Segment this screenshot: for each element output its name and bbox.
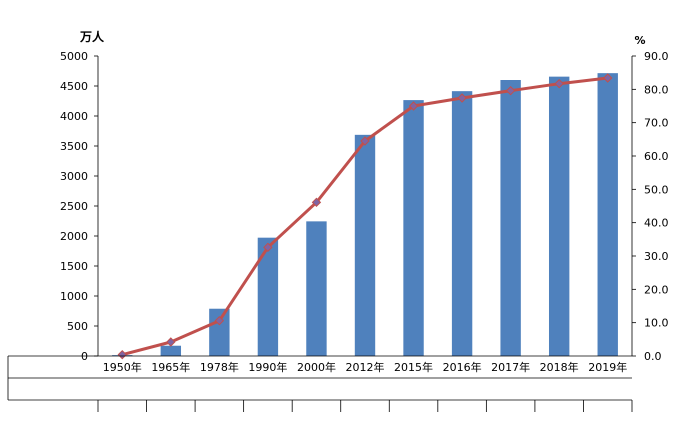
x-tick-label: 1965年 <box>151 360 190 374</box>
x-tick-label: 2016年 <box>443 360 482 374</box>
x-tick-label: 1978年 <box>200 360 239 374</box>
x-tick-label: 2015年 <box>394 360 433 374</box>
bar <box>548 76 570 356</box>
y-left-tick-label: 2500 <box>60 200 88 213</box>
y-left-unit-label: 万人 <box>79 29 105 44</box>
y-left-tick-label: 4500 <box>60 80 88 93</box>
y-right-unit-label: % <box>634 34 645 47</box>
x-tick-label: 2018年 <box>540 360 579 374</box>
y-right-tick-label: 80.0 <box>644 83 669 96</box>
y-left-tick-label: 500 <box>67 320 88 333</box>
y-right-tick-label: 60.0 <box>644 150 669 163</box>
y-left-tick-label: 3500 <box>60 140 88 153</box>
y-right-tick-label: 10.0 <box>644 317 669 330</box>
line-point <box>554 78 564 89</box>
y-left-tick-label: 1500 <box>60 260 88 273</box>
y-right-tick-label: 70.0 <box>644 117 669 130</box>
line-point <box>408 101 419 111</box>
x-tick-label: 2019年 <box>588 360 627 374</box>
x-tick-label: 2017年 <box>491 360 530 374</box>
x-tick-label: 2000年 <box>297 360 336 374</box>
line-point <box>311 197 322 208</box>
bar <box>257 237 279 356</box>
bar <box>209 308 230 356</box>
y-left-tick-label: 3000 <box>60 170 88 183</box>
line-point <box>166 337 176 347</box>
line-point <box>214 315 225 326</box>
bar <box>451 91 473 356</box>
bar <box>306 221 327 356</box>
y-left-tick-label: 1000 <box>60 290 88 303</box>
y-right-tick-label: 0.0 <box>644 350 662 363</box>
line-point <box>457 93 467 103</box>
bar <box>597 73 618 356</box>
y-right-tick-label: 20.0 <box>644 283 669 296</box>
x-tick-label: 1950年 <box>103 360 142 374</box>
y-right-tick-label: 50.0 <box>644 183 669 196</box>
y-left-tick-label: 4000 <box>60 110 88 123</box>
y-right-tick-label: 30.0 <box>644 250 669 263</box>
bar <box>500 80 521 356</box>
y-right-tick-label: 40.0 <box>644 217 669 230</box>
line-point <box>360 136 370 146</box>
line-point <box>117 349 127 360</box>
bar <box>403 100 424 356</box>
y-left-tick-label: 2000 <box>60 230 88 243</box>
bar <box>160 345 182 356</box>
x-tick-label: 1990年 <box>248 360 287 374</box>
bar <box>354 134 376 356</box>
y-left-tick-label: 5000 <box>60 50 88 63</box>
line-point <box>263 242 273 253</box>
line-point <box>505 85 516 96</box>
y-right-tick-label: 90.0 <box>644 50 669 63</box>
line-point <box>603 73 613 83</box>
x-tick-label: 2012年 <box>346 360 385 374</box>
y-left-tick-label: 0 <box>81 350 88 363</box>
